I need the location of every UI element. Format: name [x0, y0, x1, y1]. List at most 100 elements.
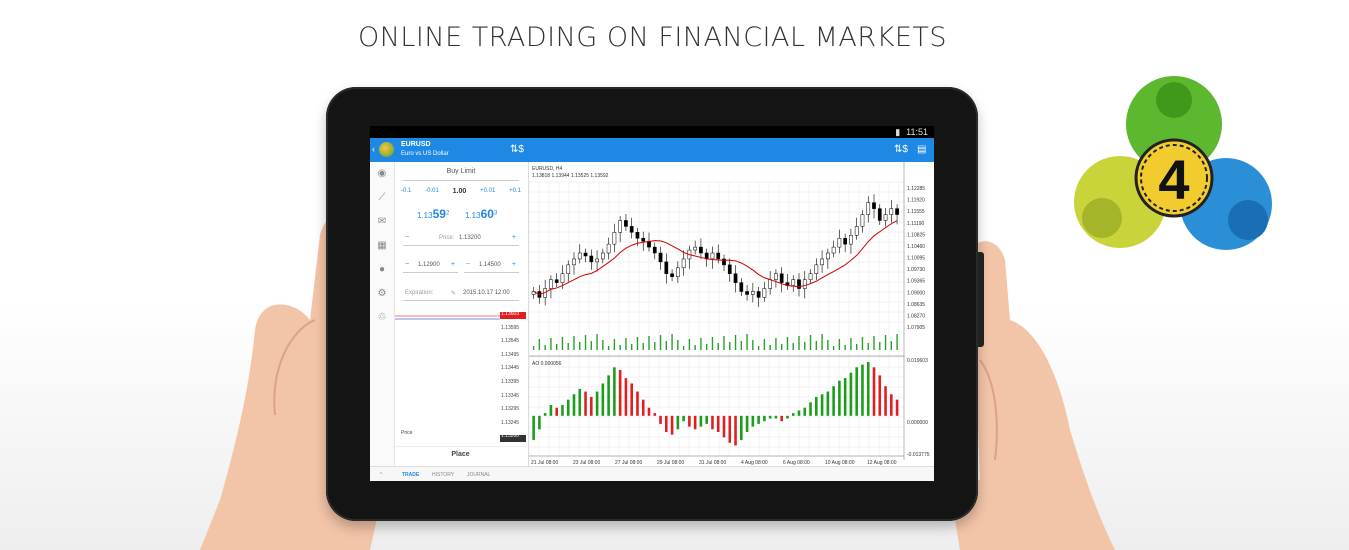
candle-body: [658, 252, 663, 263]
time-tick-label: 21 Jul 08:00: [531, 460, 558, 466]
volume-value[interactable]: 1.00: [452, 188, 467, 195]
ao-bar: [595, 391, 599, 416]
volume-bar: [544, 345, 546, 350]
volume-bar: [607, 346, 610, 350]
volume-bar: [896, 334, 898, 350]
ao-bar: [740, 415, 743, 441]
candle-body: [675, 267, 680, 277]
candle-body: [797, 279, 801, 289]
place-button[interactable]: Place: [395, 446, 526, 463]
sl-minus-button[interactable]: −: [405, 261, 410, 268]
ao-bar: [826, 391, 830, 416]
price-tick-label: 1.11920: [907, 198, 925, 204]
candle-body: [606, 243, 611, 254]
sl-plus-button[interactable]: +: [450, 261, 455, 268]
time-tick-label: 29 Jul 08:00: [657, 460, 684, 466]
order-type-select[interactable]: Buy Limit: [403, 168, 519, 181]
symbol-name: EURUSD: [401, 141, 431, 148]
candle-body: [566, 264, 571, 274]
time-tick-label: 31 Jul 08:00: [699, 460, 726, 466]
tab-history[interactable]: HISTORY: [432, 472, 455, 478]
candle-body: [837, 237, 842, 248]
app-screen: ▮ 11:51 ‹ EURUSD Euro vs US Dollar ⇅$ ⇅$ …: [370, 126, 934, 481]
ask-big-digits: 60: [480, 207, 494, 221]
price-minus-button[interactable]: −: [405, 234, 410, 241]
volume-bar: [705, 344, 708, 350]
quotes-icon[interactable]: ◉: [377, 168, 387, 179]
price-tick-label: 1.08635: [907, 302, 925, 308]
ao-bar: [722, 415, 726, 438]
chat-icon[interactable]: ●: [378, 264, 386, 275]
trade-dollar-icon[interactable]: ⇅$: [510, 144, 524, 155]
ao-bar: [855, 367, 858, 416]
ao-bar: [613, 367, 616, 416]
stop-loss-field[interactable]: − 1.12900 +: [403, 261, 458, 273]
take-profit-field[interactable]: − 1.14500 +: [464, 261, 519, 273]
ao-bar: [861, 364, 864, 416]
volume-plus-0-1-button[interactable]: +0.1: [509, 188, 521, 194]
volume-bar: [775, 338, 777, 350]
ao-bar: [711, 415, 714, 430]
settings-icon[interactable]: ⚙: [377, 288, 387, 299]
volume-bar: [682, 346, 685, 350]
new-document-icon[interactable]: ▤: [917, 144, 927, 155]
trade-dollar-icon-right[interactable]: ⇅$: [894, 144, 908, 155]
ao-bar: [601, 383, 605, 416]
ao-bar: [699, 415, 703, 427]
ao-bar: [682, 415, 685, 422]
ask-price: 1.13603: [465, 207, 497, 221]
candle-body: [750, 291, 755, 295]
candle-body: [889, 208, 894, 215]
volume-minus-0-01-button[interactable]: -0.01: [425, 188, 439, 194]
candle-body: [895, 208, 899, 215]
volume-bar: [619, 345, 621, 350]
ao-bar: [791, 413, 795, 416]
ao-tick-label: -0.013775: [907, 452, 930, 458]
metatrader-4-logo: 4: [1074, 76, 1272, 250]
expiration-field[interactable]: Expiration: ✎ 2015.10.17 12:00: [403, 289, 519, 301]
ao-bar: [659, 415, 662, 424]
candle-body: [549, 279, 553, 289]
community-icon[interactable]: ♲: [377, 312, 387, 323]
ao-bar: [647, 407, 651, 416]
news-icon[interactable]: ▦: [377, 240, 387, 251]
volume-bar: [746, 334, 748, 350]
collapse-chevron-icon[interactable]: ^: [380, 472, 383, 478]
ao-bar: [890, 394, 893, 416]
volume-plus-0-01-button[interactable]: +0.01: [480, 188, 496, 194]
price-label: Price:: [439, 235, 455, 241]
candle-body: [808, 273, 813, 280]
status-time: 11:51: [906, 127, 928, 137]
ao-bar: [728, 415, 732, 443]
time-tick-label: 27 Jul 08:00: [615, 460, 642, 466]
chart-icon[interactable]: ⟋: [378, 192, 386, 203]
ao-bar: [636, 391, 639, 416]
tp-minus-button[interactable]: −: [466, 261, 471, 268]
volume-bar: [838, 339, 841, 350]
mini-price-tick: 1.13545: [501, 338, 520, 345]
tab-trade[interactable]: TRADE: [402, 472, 420, 478]
volume-minus-0-1-button[interactable]: -0.1: [401, 188, 412, 194]
volume-bar: [561, 337, 564, 350]
price-plus-button[interactable]: +: [511, 234, 516, 241]
price-tick-label: 1.11555: [907, 209, 925, 215]
mini-price-tick: 1.13245: [501, 419, 520, 426]
volume-bar: [763, 339, 766, 350]
volume-bar: [821, 334, 823, 350]
candle-body: [600, 252, 605, 260]
volume-bar: [786, 337, 789, 350]
tab-journal[interactable]: JOURNAL: [467, 472, 491, 478]
tp-plus-button[interactable]: +: [511, 261, 516, 268]
back-icon[interactable]: ‹: [372, 144, 375, 154]
volume-bar: [832, 346, 835, 350]
mail-icon[interactable]: ✉: [377, 216, 387, 227]
price-field[interactable]: − Price: 1.13200 +: [403, 234, 519, 246]
candle-body: [560, 273, 565, 283]
ao-bar: [566, 399, 570, 416]
price-tick-label: 1.08270: [907, 313, 925, 319]
volume-bar: [879, 342, 881, 350]
candle-body: [589, 255, 594, 263]
candle-body: [595, 258, 599, 263]
volume-bar: [567, 343, 569, 350]
ao-bar: [884, 386, 887, 416]
